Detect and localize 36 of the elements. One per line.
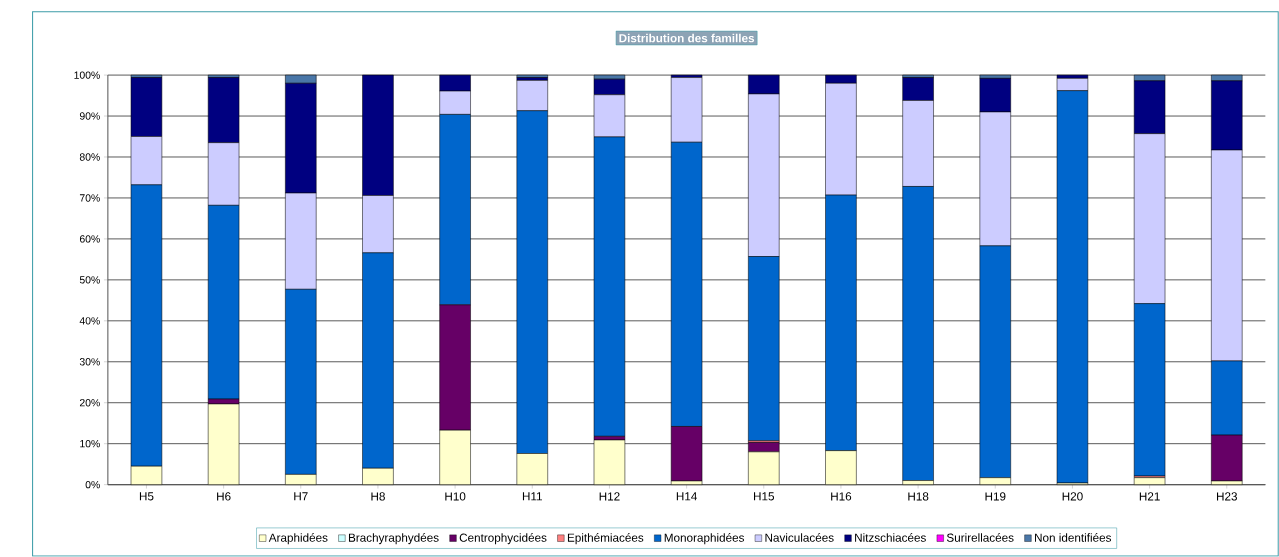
legend-label: Brachyraphydées — [348, 533, 439, 545]
x-tick-label: H7 — [294, 492, 308, 501]
x-tick-label: H11 — [522, 492, 542, 501]
y-tick-label: 30% — [79, 358, 100, 366]
legend-label: Surirellacées — [946, 533, 1014, 542]
x-tick-label: H6 — [217, 492, 231, 501]
legend-label: Naviculacées — [765, 533, 834, 542]
legend-label: Araphidées — [268, 533, 328, 545]
legend-label: Nitzschiacées — [855, 533, 926, 542]
legend-label: Centrophycidées — [459, 533, 547, 545]
y-tick-label: 50% — [79, 276, 100, 284]
y-tick-label: 60% — [79, 235, 100, 243]
x-tick-label: H23 — [1217, 492, 1237, 501]
x-tick-label: H19 — [985, 492, 1006, 501]
x-tick-label: H18 — [908, 492, 929, 501]
legend-label: Non identifiées — [1035, 533, 1112, 542]
x-tick-label: H16 — [831, 492, 852, 501]
x-tick-label: H10 — [445, 492, 466, 501]
legend-label: Epithémiacées — [567, 533, 644, 545]
legend-label: Monoraphidées — [664, 533, 745, 545]
y-tick-label: 10% — [80, 440, 100, 448]
x-tick-label: H8 — [371, 492, 385, 501]
y-tick-label: 40% — [79, 317, 100, 325]
y-tick-label: 70% — [79, 194, 100, 202]
chart-title: Distribution des familles — [619, 33, 755, 43]
y-tick-label: 90% — [79, 112, 100, 120]
x-tick-label: H20 — [1062, 492, 1083, 501]
x-tick-label: H15 — [754, 492, 775, 501]
x-tick-label: H21 — [1139, 492, 1160, 501]
y-tick-label: 100% — [74, 71, 100, 79]
x-tick-label: H12 — [599, 492, 620, 501]
y-tick-label: 80% — [79, 153, 100, 161]
y-tick-label: 20% — [79, 399, 100, 407]
y-tick-label: 0% — [85, 481, 100, 489]
x-tick-label: H5 — [139, 492, 154, 501]
x-tick-label: H14 — [676, 492, 697, 501]
